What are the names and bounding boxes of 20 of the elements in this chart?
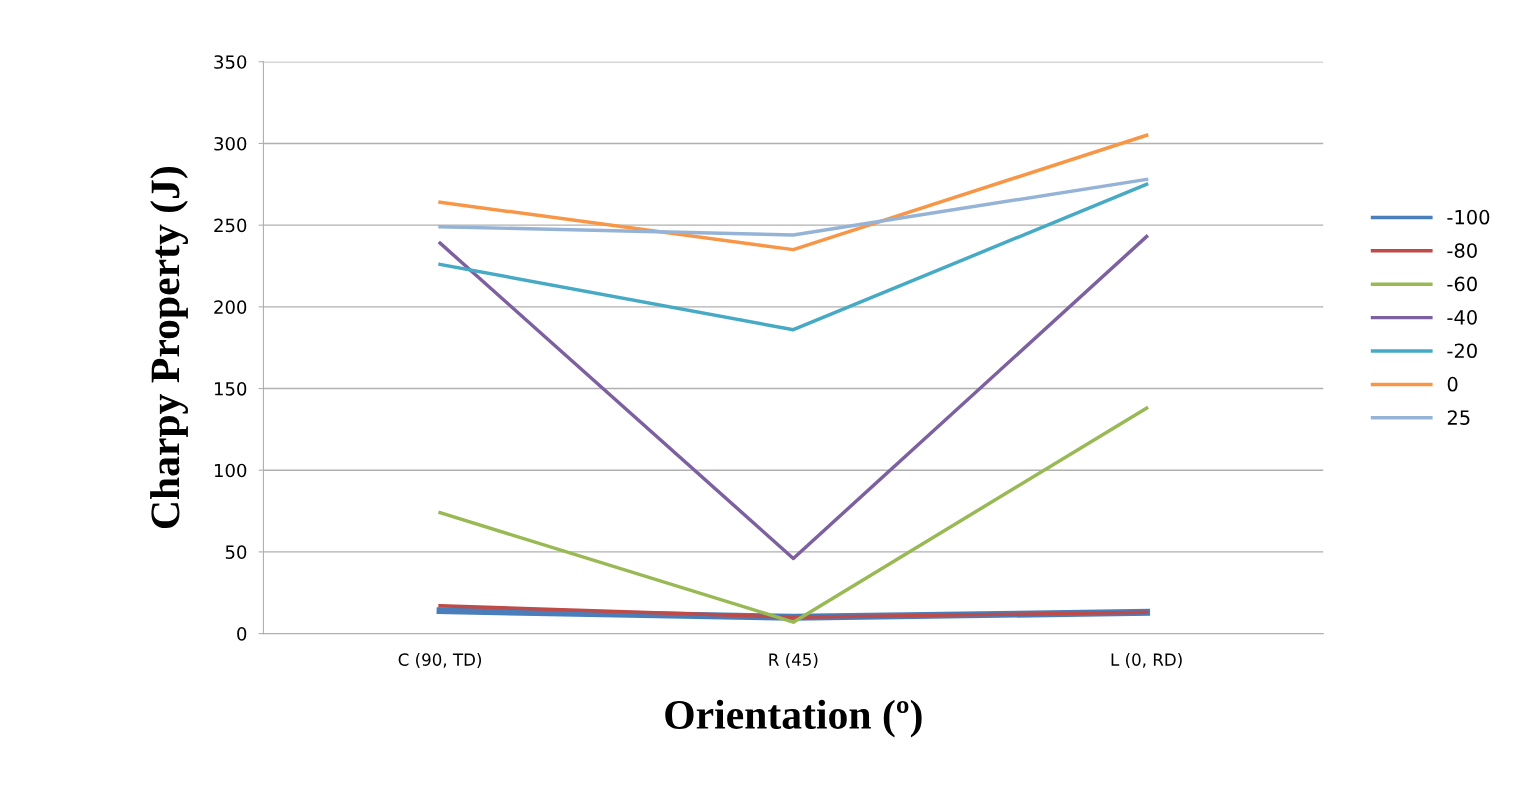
y-tick-label: 150 <box>214 381 247 396</box>
legend-label: 0 <box>1447 376 1458 392</box>
x-tick-label: C (90, TD) <box>398 653 482 668</box>
legend-label: -100 <box>1447 209 1490 225</box>
y-tick-label: 0 <box>237 627 247 641</box>
legend-label: -60 <box>1447 276 1477 292</box>
legend-label: -20 <box>1447 343 1477 359</box>
x-tick-label: R (45) <box>769 653 818 668</box>
y-tick-label: 300 <box>214 136 247 151</box>
x-tick-label: L (0, RD) <box>1111 653 1182 668</box>
x-axis-title: Orientation (º) <box>665 699 922 738</box>
legend-label: 25 <box>1447 410 1470 425</box>
y-tick-label: 350 <box>214 55 247 69</box>
y-tick-label: 250 <box>214 218 247 233</box>
y-tick-label: 100 <box>214 463 247 478</box>
y-tick-label: 200 <box>214 300 247 314</box>
legend-label: -80 <box>1447 243 1477 258</box>
y-axis-title: Charpy Property (J) <box>150 167 188 529</box>
legend-label: -40 <box>1447 310 1477 325</box>
y-tick-label: 50 <box>225 545 247 560</box>
